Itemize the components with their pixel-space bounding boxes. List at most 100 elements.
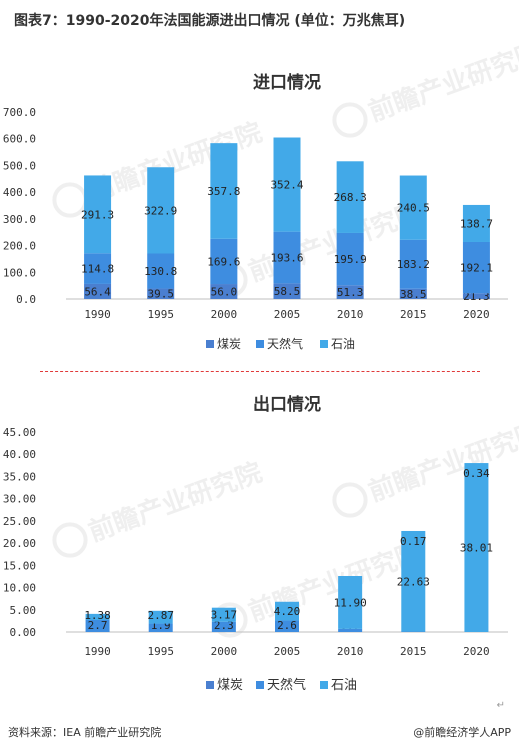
- return-mark: ↵: [496, 700, 505, 711]
- legend-swatch: [206, 681, 214, 689]
- watermark: 前瞻产业研究院: [52, 457, 266, 558]
- data-label: 56.4: [84, 285, 111, 298]
- data-label: 11.90: [334, 596, 367, 609]
- watermark-text: 前瞻产业研究院: [84, 457, 266, 548]
- bar-segment: [148, 623, 173, 632]
- import-chart: 前瞻产业研究院前瞻产业研究院前瞻产业研究院进口情况0.0100.0200.030…: [3, 37, 519, 351]
- data-label: 268.3: [334, 191, 367, 204]
- watermark: 前瞻产业研究院: [332, 37, 519, 138]
- bar-segment: [399, 288, 427, 299]
- x-tick-label: 1995: [147, 308, 174, 321]
- data-label: 4.20: [274, 605, 301, 618]
- data-label: 169.6: [207, 255, 240, 268]
- bar-segment: [401, 530, 426, 632]
- legend: 煤炭 天然气 石油: [206, 336, 355, 351]
- chart-title: 出口情况: [253, 394, 321, 415]
- bar-segment: [148, 610, 173, 624]
- data-label: 291.3: [81, 208, 114, 221]
- bar-segment: [84, 253, 112, 284]
- data-label: 2.3: [214, 619, 234, 632]
- bar-segment: [85, 620, 110, 632]
- data-label: 51.3: [337, 286, 364, 299]
- x-tick-label: 2005: [274, 645, 301, 658]
- bar-segment: [273, 283, 301, 299]
- data-label: 1.38: [84, 609, 111, 622]
- data-label: 21.3: [463, 290, 490, 303]
- legend-label: 煤炭: [217, 678, 243, 693]
- bar-segment: [147, 167, 175, 254]
- x-tick-label: 2015: [400, 308, 427, 321]
- section-divider: [40, 371, 480, 372]
- y-tick-label: 35.00: [3, 470, 36, 483]
- watermark: 前瞻产业研究院: [332, 417, 519, 518]
- y-tick-label: 40.00: [3, 448, 36, 461]
- legend: 煤炭 天然气 石油: [206, 677, 357, 693]
- x-tick-label: 2015: [400, 645, 427, 658]
- data-label: 22.63: [397, 575, 430, 588]
- y-tick-label: 5.00: [10, 604, 37, 617]
- bar-segment: [147, 288, 175, 299]
- x-tick-label: 2020: [463, 308, 490, 321]
- bar-segment: [338, 628, 363, 632]
- data-label: 0.34: [463, 467, 490, 480]
- bar-segment: [275, 601, 299, 621]
- bar-segment: [147, 253, 175, 289]
- legend-swatch: [320, 681, 328, 689]
- chart-title: 进口情况: [253, 72, 321, 93]
- x-tick-label: 2010: [337, 308, 364, 321]
- data-label: 58.5: [274, 285, 301, 298]
- watermark: 前瞻产业研究院: [212, 197, 426, 298]
- bar-segment: [464, 463, 489, 632]
- bar-segment: [336, 232, 364, 286]
- legend-label: 天然气: [267, 677, 306, 693]
- data-label: 38.01: [460, 542, 493, 555]
- watermark-text: 前瞻产业研究院: [364, 37, 519, 128]
- data-label: 130.8: [144, 265, 177, 278]
- data-label: 56.0: [211, 286, 238, 299]
- legend-swatch: [256, 340, 264, 348]
- bar-segment: [462, 241, 490, 294]
- data-label: 352.4: [270, 179, 303, 192]
- bar-segment: [273, 137, 301, 232]
- y-tick-label: 100.0: [3, 266, 36, 279]
- data-label: 3.17: [211, 609, 238, 622]
- watermark-text: 前瞻产业研究院: [364, 417, 519, 508]
- bar-segment: [273, 231, 301, 284]
- data-label: 322.9: [144, 204, 177, 217]
- data-label: 114.8: [81, 263, 114, 276]
- data-label: 38.5: [400, 288, 427, 301]
- data-label: 183.2: [397, 258, 430, 271]
- data-label: 2.6: [277, 619, 297, 632]
- x-tick-label: 1990: [84, 645, 111, 658]
- bar-segment: [84, 283, 112, 299]
- x-tick-label: 1995: [147, 645, 174, 658]
- legend-swatch: [256, 681, 264, 689]
- bar-segment: [211, 621, 236, 632]
- bar-segment: [211, 607, 236, 622]
- x-tick-label: 2005: [274, 308, 301, 321]
- y-tick-label: 25.00: [3, 515, 36, 528]
- legend-label: 石油: [331, 337, 355, 351]
- y-tick-label: 15.00: [3, 559, 36, 572]
- data-label: 138.7: [460, 217, 493, 230]
- data-label: 192.1: [460, 262, 493, 275]
- bar-segment: [210, 284, 238, 299]
- data-label: 195.9: [334, 253, 367, 266]
- bar-segment: [210, 143, 238, 239]
- legend-label: 天然气: [267, 336, 303, 351]
- y-tick-label: 45.00: [3, 426, 36, 439]
- y-tick-label: 10.00: [3, 582, 36, 595]
- y-tick-label: 400.0: [3, 186, 36, 199]
- data-label: 240.5: [397, 202, 430, 215]
- data-label: 2.87: [147, 609, 174, 622]
- x-tick-label: 2000: [211, 308, 238, 321]
- bar-segment: [399, 239, 427, 289]
- y-tick-label: 200.0: [3, 240, 36, 253]
- credit-note: @前瞻经济学人APP: [413, 726, 511, 739]
- bar-segment: [399, 175, 427, 240]
- bar-segment: [338, 576, 363, 629]
- bar-segment: [210, 238, 238, 285]
- y-tick-label: 0.00: [10, 626, 37, 639]
- data-label: 39.5: [147, 288, 174, 301]
- y-tick-label: 700.0: [3, 106, 36, 119]
